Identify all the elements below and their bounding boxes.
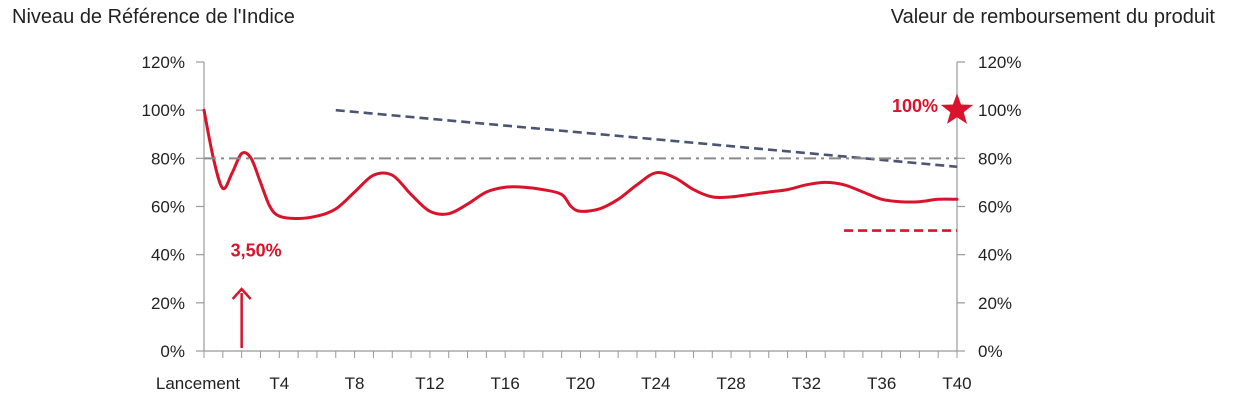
x-tick-label: T32 [792, 374, 821, 393]
x-tick-label: T40 [942, 374, 971, 393]
right-y-tick-label: 20% [978, 294, 1012, 313]
left-y-tick-label: 120% [142, 53, 185, 72]
left-axis-title: Niveau de Référence de l'Indice [12, 6, 295, 28]
right-y-tick-label: 120% [978, 53, 1021, 72]
right-axis-title: Valeur de remboursement du produit [890, 6, 1215, 28]
right-y-tick-label: 0% [978, 342, 1003, 361]
coupon-label: 3,50% [231, 241, 282, 261]
repayment-star-icon [940, 93, 974, 124]
left-y-tick-label: 40% [151, 246, 185, 265]
x-tick-label: T12 [415, 374, 444, 393]
left-y-tick-label: 60% [151, 198, 185, 217]
repayment-label: 100% [892, 96, 938, 116]
x-tick-label: T8 [345, 374, 365, 393]
x-tick-label: T28 [716, 374, 745, 393]
left-y-tick-label: 100% [142, 101, 185, 120]
x-tick-label: T16 [491, 374, 520, 393]
left-y-tick-label: 80% [151, 149, 185, 168]
left-y-tick-label: 20% [151, 294, 185, 313]
x-tick-label: T20 [566, 374, 595, 393]
x-tick-label: T24 [641, 374, 670, 393]
x-tick-label: T36 [867, 374, 896, 393]
x-tick-label: Lancement [156, 374, 240, 393]
right-y-tick-label: 80% [978, 149, 1012, 168]
right-y-tick-label: 60% [978, 198, 1012, 217]
coupon-arrow-head [231, 287, 252, 300]
left-y-tick-label: 0% [160, 342, 185, 361]
right-y-tick-label: 40% [978, 246, 1012, 265]
right-y-tick-label: 100% [978, 101, 1021, 120]
x-tick-label: T4 [269, 374, 289, 393]
index-level-line [202, 108, 959, 220]
autocall-barrier-line [335, 108, 958, 169]
